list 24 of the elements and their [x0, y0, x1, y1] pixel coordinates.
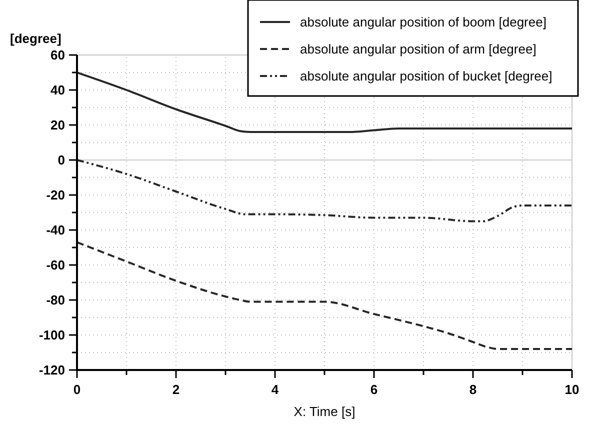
y-axis-title: [degree]: [10, 31, 62, 46]
y-tick-label: 0: [58, 152, 65, 168]
y-tick-label: -120: [38, 362, 65, 378]
line-series: [76, 72, 573, 133]
legend-label: absolute angular position of boom [degree]: [300, 14, 546, 30]
x-tick-label: 0: [73, 382, 81, 397]
y-tick-label: 60: [50, 48, 65, 63]
y-tick-label: -40: [46, 222, 65, 238]
y-tick-label: 40: [50, 82, 65, 98]
x-tick-label: 10: [564, 382, 580, 397]
y-tick-label: -100: [38, 328, 65, 343]
line-series: [76, 241, 573, 350]
y-tick-label: -80: [46, 292, 65, 308]
y-tick-label: 20: [50, 118, 65, 133]
x-tick-label: 4: [271, 382, 280, 397]
legend-label: absolute angular position of bucket [degree]: [300, 68, 552, 84]
x-tick-label: 8: [469, 382, 477, 397]
x-tick-label: 6: [370, 382, 378, 397]
x-axis-title: X: Time [s]: [294, 404, 356, 419]
legend-label: absolute angular position of arm [degree]: [300, 42, 536, 57]
y-tick-label: -20: [46, 188, 65, 203]
line-series: [76, 159, 573, 222]
y-tick-label: -60: [46, 258, 65, 273]
x-tick-label: 2: [172, 382, 180, 397]
